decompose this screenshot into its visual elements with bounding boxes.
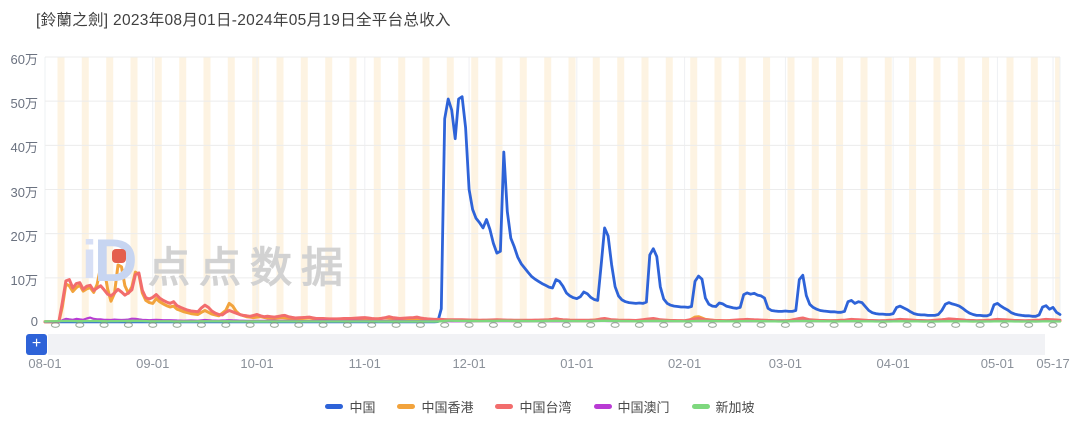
axis-marker [367, 322, 377, 328]
axis-marker [269, 322, 279, 328]
axis-marker [707, 322, 717, 328]
y-tick-label: 20万 [10, 228, 38, 244]
axis-marker [853, 322, 863, 328]
axis-marker [123, 322, 133, 328]
legend-marker-icon [495, 404, 514, 409]
x-tick-label: 08-01 [28, 356, 62, 371]
legend-item-1[interactable]: 中国香港 [397, 397, 473, 416]
zoom-in-button[interactable]: + [26, 334, 47, 355]
page-title: [鈴蘭之劍] 2023年08月01日-2024年05月19日全平台总收入 [36, 12, 451, 29]
axis-marker [634, 322, 644, 328]
x-tick-label: 02-01 [667, 356, 702, 371]
axis-marker [464, 322, 474, 328]
x-tick-label: 10-01 [240, 356, 274, 371]
axis-marker [318, 322, 328, 328]
x-tick-label: 03-01 [768, 356, 803, 371]
series-line-0[interactable] [43, 95, 1062, 324]
axis-marker [294, 322, 304, 328]
axis-marker [926, 322, 936, 328]
axis-marker [732, 322, 742, 328]
axis-marker [902, 322, 912, 328]
axis-marker [1024, 322, 1034, 328]
axis-marker [99, 322, 109, 328]
legend-label: 中国香港 [421, 400, 474, 415]
axis-marker [75, 322, 85, 328]
axis-marker [975, 322, 985, 328]
axis-marker [780, 322, 790, 328]
x-tick-label: 11-01 [348, 356, 381, 371]
legend-marker-icon [691, 404, 710, 409]
y-tick-label: 10万 [10, 272, 38, 288]
axis-marker [878, 322, 888, 328]
axis-marker [488, 322, 498, 328]
x-tick-label: 09-01 [136, 356, 170, 371]
legend: 中国 中国香港 中国台湾 中国澳门 新加坡 [0, 397, 1080, 416]
y-tick-label: 50万 [10, 96, 38, 112]
legend-label: 中国澳门 [617, 400, 670, 415]
axis-marker [756, 322, 766, 328]
series-line-4[interactable] [43, 319, 1062, 323]
x-tick-label: 04-01 [876, 356, 910, 371]
x-tick-label: 05-01 [980, 356, 1015, 371]
legend-item-0[interactable]: 中国 [325, 397, 375, 416]
x-tick-label: 01-01 [560, 356, 594, 371]
y-tick-label: 0 [30, 314, 38, 329]
axis-marker [221, 322, 231, 328]
x-tick-label: 12-01 [452, 356, 486, 371]
axis-marker [391, 322, 401, 328]
legend-marker-icon [593, 404, 612, 409]
axis-marker [415, 322, 425, 328]
axis-marker [440, 322, 450, 328]
axis-marker [148, 322, 158, 328]
axis-marker [172, 322, 182, 328]
legend-marker-icon [325, 404, 344, 409]
axis-marker [196, 322, 206, 328]
axis-marker [513, 322, 523, 328]
series-line-1[interactable] [43, 263, 1062, 324]
y-tick-label: 30万 [10, 184, 38, 200]
axis-marker [659, 322, 669, 328]
legend-item-2[interactable]: 中国台湾 [495, 397, 572, 416]
legend-item-3[interactable]: 中国澳门 [593, 397, 670, 416]
datazoom-slider[interactable] [48, 334, 1045, 355]
y-tick-label: 40万 [10, 140, 38, 156]
y-tick-label: 60万 [10, 52, 38, 67]
legend-label: 中国 [349, 400, 376, 415]
axis-marker [805, 322, 815, 328]
legend-marker-icon [397, 404, 416, 409]
axis-marker [342, 322, 352, 328]
axis-marker [537, 322, 547, 328]
legend-label: 中国台湾 [519, 400, 572, 415]
legend-item-4[interactable]: 新加坡 [691, 397, 755, 416]
axis-marker [50, 322, 60, 328]
axis-marker [561, 322, 571, 328]
axis-marker [999, 322, 1009, 328]
axis-marker [951, 322, 961, 328]
axis-marker [586, 322, 596, 328]
axis-marker [829, 322, 839, 328]
legend-label: 新加坡 [715, 400, 755, 415]
axis-marker [1048, 322, 1058, 328]
axis-marker [610, 322, 620, 328]
axis-marker [683, 322, 693, 328]
x-tick-label: 05-17 [1036, 356, 1070, 371]
axis-marker [245, 322, 255, 328]
